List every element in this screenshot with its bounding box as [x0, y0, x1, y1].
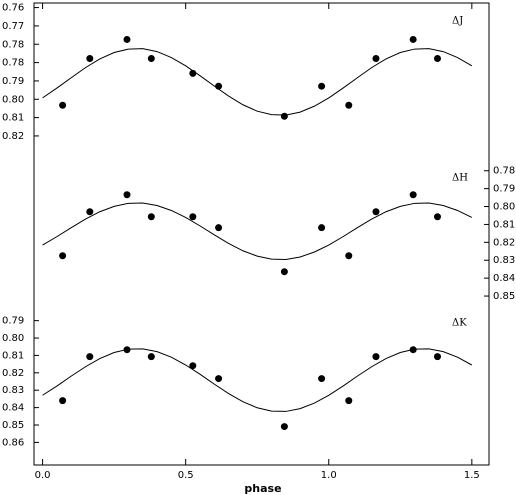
- data-point: [86, 208, 94, 216]
- y-tick-label: 0.86: [2, 437, 24, 448]
- data-point: [86, 353, 94, 361]
- data-point: [409, 35, 417, 43]
- data-point: [59, 397, 67, 405]
- x-tick-label: 1.0: [321, 470, 337, 481]
- data-point: [147, 213, 155, 221]
- data-point: [147, 54, 155, 62]
- y-tick-label: 0.84: [493, 273, 515, 284]
- x-tick-label: 1.5: [464, 470, 480, 481]
- fit-curve: [42, 48, 473, 116]
- fit-curve: [42, 348, 473, 412]
- panel-label: ΔK: [452, 318, 467, 329]
- y-tick-label: 0.83: [493, 255, 515, 266]
- y-tick-label: 0.76: [2, 3, 24, 14]
- y-tick-label: 0.81: [2, 113, 24, 124]
- y-tick-label: 0.78: [2, 58, 24, 69]
- data-point: [59, 101, 67, 109]
- y-tick-label: 0.80: [2, 94, 24, 105]
- fit-curve: [42, 202, 473, 261]
- y-tick-label: 0.82: [2, 368, 24, 379]
- data-point: [409, 191, 417, 199]
- data-point: [318, 375, 326, 383]
- data-point: [86, 54, 94, 62]
- data-point: [59, 252, 67, 260]
- data-point: [345, 397, 353, 405]
- y-tick-label: 0.85: [2, 420, 24, 431]
- data-point: [372, 353, 380, 361]
- data-point: [215, 375, 223, 383]
- data-point: [318, 82, 326, 90]
- data-point: [189, 362, 197, 370]
- data-point: [372, 208, 380, 216]
- y-tick-label: 0.82: [493, 237, 515, 248]
- y-tick-label: 0.80: [493, 202, 515, 213]
- y-tick-label: 0.80: [2, 333, 24, 344]
- y-tick-label: 0.85: [493, 291, 515, 302]
- data-point: [345, 252, 353, 260]
- data-point: [123, 35, 131, 43]
- y-tick-label: 0.79: [493, 184, 515, 195]
- y-tick-label: 0.77: [2, 21, 24, 32]
- data-point: [280, 423, 288, 431]
- data-point: [189, 213, 197, 221]
- data-point: [345, 101, 353, 109]
- y-tick-label: 0.83: [2, 385, 24, 396]
- panel-label: ΔH: [452, 173, 468, 184]
- y-tick-label: 0.81: [493, 219, 515, 230]
- x-tick-label: 0.0: [35, 470, 51, 481]
- y-tick-label: 0.79: [2, 76, 24, 87]
- plot-frame: [33, 2, 490, 466]
- data-point: [372, 54, 380, 62]
- y-tick-label: 0.84: [2, 403, 24, 414]
- x-axis-label: phase: [244, 482, 281, 495]
- y-tick-label: 0.79: [2, 316, 24, 327]
- data-point: [433, 54, 441, 62]
- y-tick-label: 0.82: [2, 131, 24, 142]
- data-point: [280, 112, 288, 120]
- data-point: [433, 213, 441, 221]
- data-point: [123, 191, 131, 199]
- data-point: [280, 268, 288, 276]
- y-tick-label: 0.78: [2, 39, 24, 50]
- data-point: [147, 353, 155, 361]
- data-point: [433, 353, 441, 361]
- data-point: [215, 224, 223, 232]
- x-tick-label: 0.5: [178, 470, 194, 481]
- y-tick-label: 0.81: [2, 350, 24, 361]
- data-point: [318, 224, 326, 232]
- y-tick-label: 0.78: [493, 166, 515, 177]
- panel-label: ΔJ: [452, 16, 463, 27]
